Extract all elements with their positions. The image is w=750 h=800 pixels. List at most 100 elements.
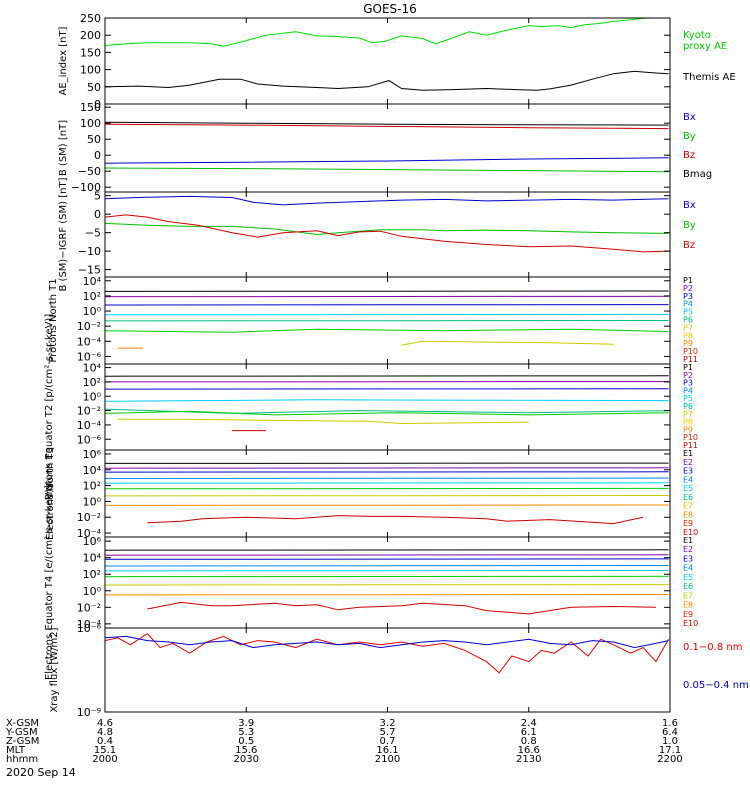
- y-tick-label: 10⁻⁴: [77, 419, 102, 432]
- legend-entry: P7: [683, 323, 693, 332]
- legend-entry: P3: [683, 292, 693, 301]
- panel-xray: 10⁻⁶ 10⁻⁹ Xray flux [W/m2] 0.1−0.8 nm 0.05−0…: [49, 622, 749, 719]
- date-label: 2020 Sep 14: [6, 766, 76, 779]
- orbit-value: 15.1: [94, 745, 116, 756]
- y-tick-label: −15: [78, 264, 101, 277]
- y-tick-label: 0: [94, 208, 101, 221]
- series-line-bsm-3: [105, 121, 669, 126]
- series-group: [105, 549, 669, 615]
- y-axis-label: B (SM) [nT]: [58, 120, 69, 176]
- series-group: [105, 18, 669, 91]
- orbit-value: 2030: [234, 754, 259, 765]
- y-tick-label: 100: [80, 64, 101, 77]
- orbit-value: 6.4: [662, 727, 678, 738]
- legend-entry: Kyoto: [683, 30, 711, 41]
- panel-en: 10⁶ 10⁴ 10² 10⁰ 10⁻² 10⁻⁴ Electrons North T3 E1…: [45, 447, 698, 540]
- y-axis-label: B (SM)−IGRF (SM) [nT]: [58, 177, 69, 291]
- series-line-pe-3: [105, 399, 669, 402]
- panel-frame: [104, 363, 671, 451]
- legend-entry: proxy AE: [683, 41, 727, 52]
- legend-entry: E8: [683, 601, 693, 610]
- legend-entry: E2: [683, 545, 693, 554]
- series-line-en-8: [147, 515, 644, 525]
- legend-entry: Bx: [683, 112, 696, 123]
- legend-entry: By: [683, 131, 696, 142]
- legend-entry: E9: [683, 610, 693, 619]
- legend-entry: Bz: [683, 150, 695, 161]
- y-tick-label: 0: [94, 98, 101, 111]
- y-axis-label: Xray flux [W/m2]: [49, 627, 60, 712]
- legend-entry: E1: [683, 449, 693, 458]
- panel-frame: [104, 103, 671, 193]
- legend-entry: P10: [683, 433, 698, 442]
- y-tick-label: 10⁰: [83, 495, 102, 508]
- orbit-value: 2100: [375, 754, 400, 765]
- legend-entry: P6: [683, 316, 693, 325]
- y-tick-label: 150: [80, 46, 101, 59]
- legend-entry: E7: [683, 502, 693, 511]
- legend-entry: P9: [683, 425, 693, 434]
- legend-entry: E3: [683, 467, 693, 476]
- legend-entry: P3: [683, 379, 693, 388]
- orbit-value: 16.1: [376, 745, 398, 756]
- legend-entry: P2: [683, 284, 693, 293]
- legend-entry: E6: [683, 582, 693, 591]
- y-tick-label: 10⁻²: [77, 601, 101, 614]
- legend-entry: P11: [683, 441, 698, 450]
- chart-title: GOES-16: [363, 2, 417, 16]
- orbit-value: 2200: [657, 754, 682, 765]
- y-tick-label: −5: [85, 227, 101, 240]
- series-group: [105, 632, 670, 674]
- series-line-ee-3: [105, 565, 669, 567]
- orbit-value: 0.8: [521, 736, 537, 747]
- y-tick-label: 10⁻⁶: [77, 350, 102, 363]
- y-tick-label: −100: [71, 181, 101, 194]
- y-tick-label: 10⁻⁶: [77, 433, 102, 446]
- y-tick-label: 150: [80, 101, 101, 114]
- y-axis-label: Protons North T1: [48, 278, 59, 362]
- orbit-value: 16.6: [518, 745, 540, 756]
- y-tick-label: 50: [87, 81, 101, 94]
- orbit-table: 2020 Sep 14 X-GSM 4.6 3.9 3.2 2.4 1.6 Y-GSM 4.8…: [5, 718, 683, 779]
- orbit-value: 5.7: [380, 727, 396, 738]
- y-tick-label: 10²: [83, 290, 101, 303]
- y-tick-label: 10⁶: [83, 448, 102, 461]
- orbit-row-label: Y-GSM: [5, 727, 38, 738]
- legend-entry: P1: [683, 363, 693, 372]
- legend-entry: E1: [683, 536, 693, 545]
- orbit-value: 2130: [516, 754, 541, 765]
- series-group: [105, 462, 669, 525]
- orbit-value: 4.6: [97, 718, 113, 729]
- y-tick-label: −10: [78, 245, 101, 258]
- y-tick-label: 10⁻⁴: [77, 618, 102, 631]
- legend-entry: 0.05−0.4 nm: [683, 680, 749, 691]
- legend-entry: P8: [683, 418, 693, 427]
- y-tick-label: 10⁴: [83, 552, 102, 565]
- orbit-value: 17.1: [659, 745, 681, 756]
- legend-entry: By: [683, 220, 696, 231]
- legend-entry: P8: [683, 331, 693, 340]
- orbit-value: 6.1: [521, 727, 537, 738]
- legend-entry: E4: [683, 475, 693, 484]
- panel-frame: [104, 536, 671, 629]
- y-tick-label: 10⁰: [83, 305, 102, 318]
- legend-entry: E8: [683, 510, 693, 519]
- legend-entry: P11: [683, 355, 698, 364]
- legend-entry: 0.1−0.8 nm: [683, 642, 742, 653]
- y-tick-label: 10⁻²: [77, 405, 101, 418]
- y-axis-label: AE_index [nT]: [58, 26, 69, 95]
- series-line-pn-5: [105, 328, 669, 333]
- series-line-ae-1: [105, 70, 669, 91]
- orbit-row-label: hhmm: [6, 754, 38, 765]
- orbit-value: 1.0: [662, 736, 678, 747]
- legend-entry: E2: [683, 458, 693, 467]
- series-line-bsm-2: [105, 123, 669, 130]
- legend-entry: P5: [683, 394, 693, 403]
- series-line-bsm-1: [105, 167, 669, 173]
- series-line-digrf-0: [105, 195, 669, 206]
- legend-entry: E9: [683, 519, 693, 528]
- y-tick-label: 10⁴: [83, 275, 102, 288]
